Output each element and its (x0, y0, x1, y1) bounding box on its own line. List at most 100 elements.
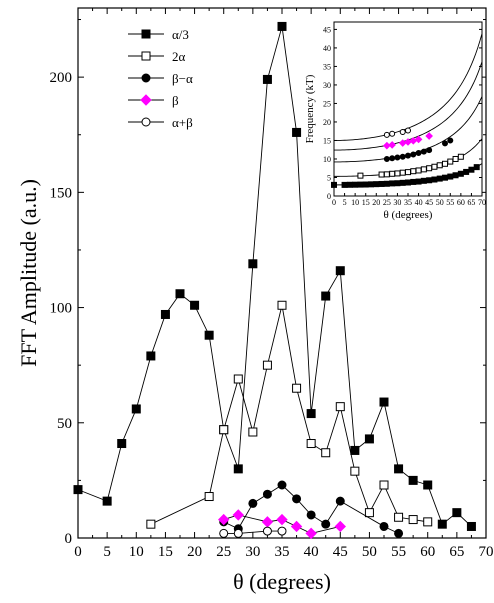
series-2-point (262, 489, 272, 499)
series-4-line (223, 530, 282, 534)
y-tick-label: 100 (50, 301, 73, 317)
inset-series-0-point (357, 181, 364, 188)
inset-series-3-point (414, 135, 423, 144)
series-0-point (233, 464, 243, 474)
series-2-point (379, 521, 389, 531)
inset-series-1-point (436, 162, 443, 169)
series-0-point (350, 445, 360, 455)
inset-series-1-point (394, 170, 401, 177)
series-3-point (261, 516, 274, 528)
series-1-point (350, 466, 360, 476)
inset-series-0-point (463, 168, 470, 175)
inset-series-3-point (425, 132, 433, 140)
inset-x-tick-label: 5 (343, 198, 347, 207)
inset-x-tick-label: 20 (372, 198, 380, 207)
series-4-point (219, 528, 229, 538)
series-4-point (277, 526, 287, 536)
series-1-point (423, 517, 433, 527)
x-tick-label: 30 (245, 544, 260, 560)
series-1-point (233, 374, 243, 384)
series-0-point (277, 21, 287, 31)
series-3-point (334, 520, 346, 533)
y-tick-label: 0 (65, 531, 73, 547)
inset-x-tick-label: 45 (425, 198, 433, 207)
series-1-point (277, 300, 287, 310)
series-3-point (305, 527, 317, 540)
inset-series-0-point (447, 173, 454, 180)
inset-series-0-point (468, 166, 475, 173)
legend-label: α/3 (172, 27, 189, 42)
inset-series-0-point (352, 181, 359, 188)
inset-series-0-point (399, 179, 406, 186)
inset-x-tick-label: 10 (351, 198, 359, 207)
series-0-point (262, 74, 272, 84)
inset-series-2-point (405, 152, 411, 159)
inset-x-tick-label: 0 (332, 198, 336, 207)
series-1-point (321, 448, 331, 458)
legend-marker (141, 51, 151, 61)
series-0-point (204, 330, 214, 340)
inset-series-4-point (399, 128, 406, 135)
inset-series-1-point (442, 160, 448, 167)
inset-series-0-point (341, 181, 348, 188)
series-1-point (248, 427, 258, 437)
y-tick-label: 50 (57, 416, 72, 432)
series-2-point (248, 498, 258, 508)
inset-series-2-point (447, 137, 454, 144)
inset-series-2-point (399, 153, 406, 160)
series-1-point (262, 360, 272, 370)
inset-y-tick-label: 0 (327, 192, 331, 201)
inset-x-tick-label: 70 (478, 198, 486, 207)
series-0-point (321, 291, 331, 301)
series-1-point (204, 492, 214, 502)
inset-x-tick-label: 35 (404, 198, 412, 207)
inset-series-0-point (405, 179, 411, 186)
inset-series-4-point (405, 127, 411, 134)
series-1-point (394, 512, 404, 522)
inset-y-tick-label: 5 (327, 173, 331, 182)
inset-series-0-point (415, 178, 422, 185)
series-1-point (306, 439, 316, 449)
inset-x-tick-label: 30 (393, 198, 401, 207)
y-tick-label: 200 (50, 70, 73, 86)
series-4-point (262, 526, 272, 536)
series-0-point (117, 439, 127, 449)
series-0-point (394, 464, 404, 474)
inset-series-4-point (389, 130, 396, 137)
series-0-point (190, 300, 200, 310)
inset-series-1-point (457, 153, 464, 160)
x-tick-label: 10 (129, 544, 144, 560)
inset-series-1-point (431, 163, 438, 170)
legend-marker (141, 117, 151, 127)
x-tick-label: 65 (449, 544, 464, 560)
series-2-point (321, 519, 331, 529)
inset-x-tick-label: 15 (362, 198, 370, 207)
x-tick-label: 40 (304, 544, 319, 560)
legend-label: β (172, 93, 179, 108)
series-0-point (306, 409, 316, 419)
inset-series-2 (383, 137, 454, 162)
series-0-point (160, 309, 170, 319)
series-0-point (379, 397, 389, 407)
series-0-point (175, 289, 185, 299)
series-1-point (379, 480, 389, 490)
inset-series-0-point (426, 177, 433, 184)
inset-series-1-point (389, 170, 396, 177)
inset-series-0-point (473, 164, 480, 171)
inset-series-0-point (389, 180, 396, 187)
legend (128, 29, 164, 127)
inset-series-1 (357, 153, 464, 179)
inset-series-0-point (378, 180, 385, 187)
inset-x-tick-label: 25 (383, 198, 391, 207)
series-2-point (306, 510, 316, 520)
legend-marker (140, 94, 152, 106)
y-tick-label: 150 (50, 185, 73, 201)
legend-marker (141, 73, 151, 83)
inset-series-0-point (420, 177, 427, 184)
inset-series-3-point (388, 141, 396, 149)
inset-series-0-point (362, 181, 369, 188)
inset-x-tick-label: 65 (467, 198, 475, 207)
series-0-point (146, 351, 156, 361)
series-2-point (335, 496, 345, 506)
